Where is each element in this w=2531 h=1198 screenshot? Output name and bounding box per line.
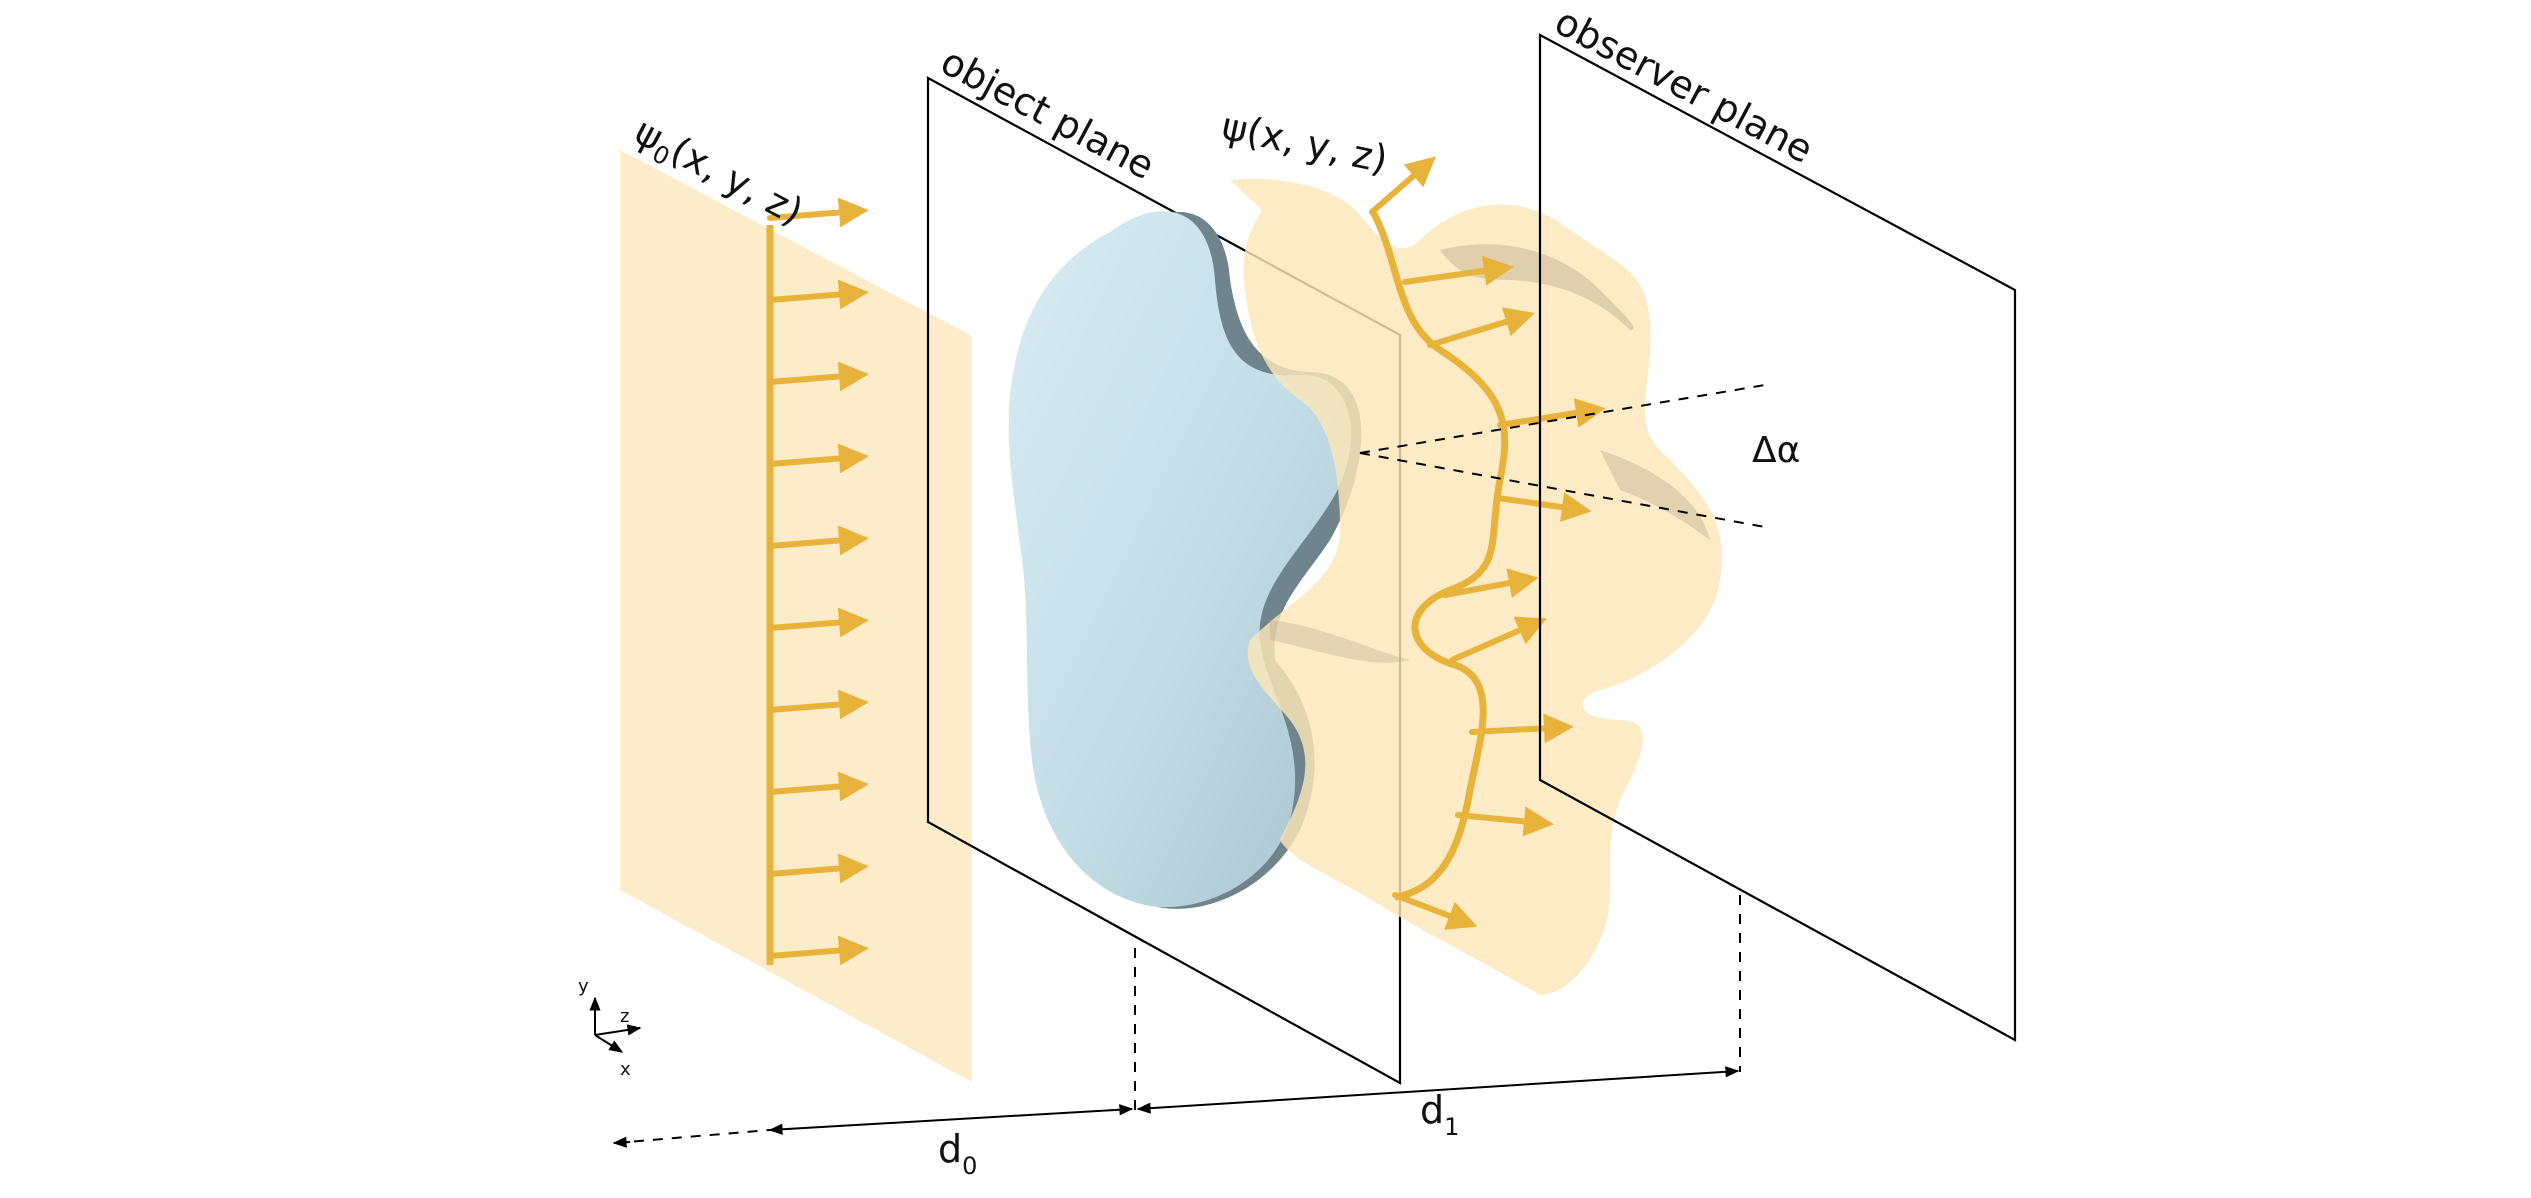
angle-line-upper: [1359, 384, 1766, 454]
observer-plane-label: observer plane: [1548, 0, 1820, 172]
d0-symbol: d: [938, 1127, 962, 1171]
d1-subscript: 1: [1444, 1113, 1459, 1141]
incident-arrow: [767, 197, 869, 228]
object-plane-label: object plane: [934, 39, 1162, 188]
scattered-arrows: [1369, 156, 1606, 930]
incident-wavefront-sheet: [620, 150, 972, 1082]
d0-dashed-segment: [614, 1129, 771, 1144]
d1-arrow: [1136, 1066, 1740, 1114]
scattered-arrow: [1442, 568, 1539, 598]
d1-symbol: d: [1420, 1088, 1444, 1132]
scattered-arrow: [1469, 713, 1574, 744]
scattered-wavefront-line: [1368, 208, 1509, 901]
incident-arrow: [767, 525, 869, 556]
d0-subscript: 0: [962, 1152, 977, 1180]
incident-arrow: [767, 361, 869, 392]
d0-left-head: [612, 1136, 631, 1148]
incident-arrow: [767, 279, 869, 310]
d1-label: d1: [1420, 1088, 1459, 1141]
incident-arrow: [767, 771, 869, 802]
incident-arrows: [767, 197, 869, 966]
d0-arrow: [768, 1104, 1134, 1135]
incident-arrow: [767, 443, 869, 474]
incident-arrow: [767, 689, 869, 720]
axis-z-label: z: [620, 1006, 629, 1027]
incident-arrow: [767, 607, 869, 638]
distance-markers: [612, 895, 1741, 1148]
scattered-arrow: [1495, 492, 1592, 523]
scattered-arrow: [1402, 255, 1514, 286]
xyz-axes-icon: y z x: [578, 976, 642, 1080]
scattered-arrow: [1369, 156, 1437, 215]
scattered-wave-shading-middle: [1600, 450, 1710, 540]
scattered-arrow: [1427, 307, 1535, 348]
scattered-arrow: [1392, 892, 1478, 930]
scattered-wave-shading-lower: [1270, 620, 1410, 663]
observer-plane-frame: [1538, 33, 2017, 1042]
scattered-wave: [1230, 156, 1722, 995]
angle-line-lower: [1359, 452, 1766, 528]
d0-label: d0: [938, 1127, 977, 1180]
scattered-arrow: [1449, 616, 1547, 663]
delta-alpha-label: Δα: [1752, 430, 1800, 471]
incident-wave: [620, 150, 972, 1082]
object-body: [1008, 211, 1351, 908]
psi-label: ψ(x, y, z): [1218, 104, 1391, 182]
angle-lines: [1359, 384, 1766, 528]
incident-arrow: [767, 853, 869, 884]
axis-x-label: x: [620, 1059, 631, 1080]
axis-y-label: y: [578, 976, 589, 997]
scattered-arrow: [1455, 806, 1554, 837]
incident-arrow: [767, 935, 869, 966]
